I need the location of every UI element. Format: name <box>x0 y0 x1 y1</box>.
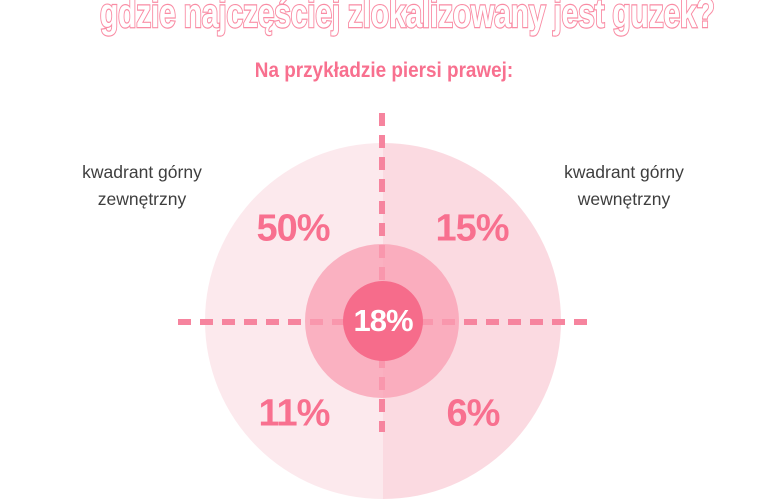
page-title: gdzie najczęściej zlokalizowany jest guz… <box>99 0 716 37</box>
center-circle: 18% <box>343 281 423 361</box>
pct-upper-inner: 15% <box>435 207 509 250</box>
label-upper-outer-line2: zewnętrzny <box>97 189 187 209</box>
label-upper-inner-line2: wewnętrzny <box>577 189 671 209</box>
label-upper-inner-line1: kwadrant górny <box>564 162 684 182</box>
label-upper-outer-quadrant: kwadrant górny zewnętrzny <box>30 159 254 213</box>
label-upper-outer-line1: kwadrant górny <box>82 162 202 182</box>
label-upper-inner-quadrant: kwadrant górny wewnętrzny <box>512 159 736 213</box>
pct-lower-outer: 11% <box>258 392 331 435</box>
pct-upper-outer: 50% <box>256 207 330 250</box>
infographic-canvas: gdzie najczęściej zlokalizowany jest guz… <box>30 0 736 499</box>
subtitle: Na przykładzie piersi prawej: <box>254 59 514 82</box>
pct-lower-inner: 6% <box>446 392 501 435</box>
pct-central: 18% <box>353 303 413 338</box>
